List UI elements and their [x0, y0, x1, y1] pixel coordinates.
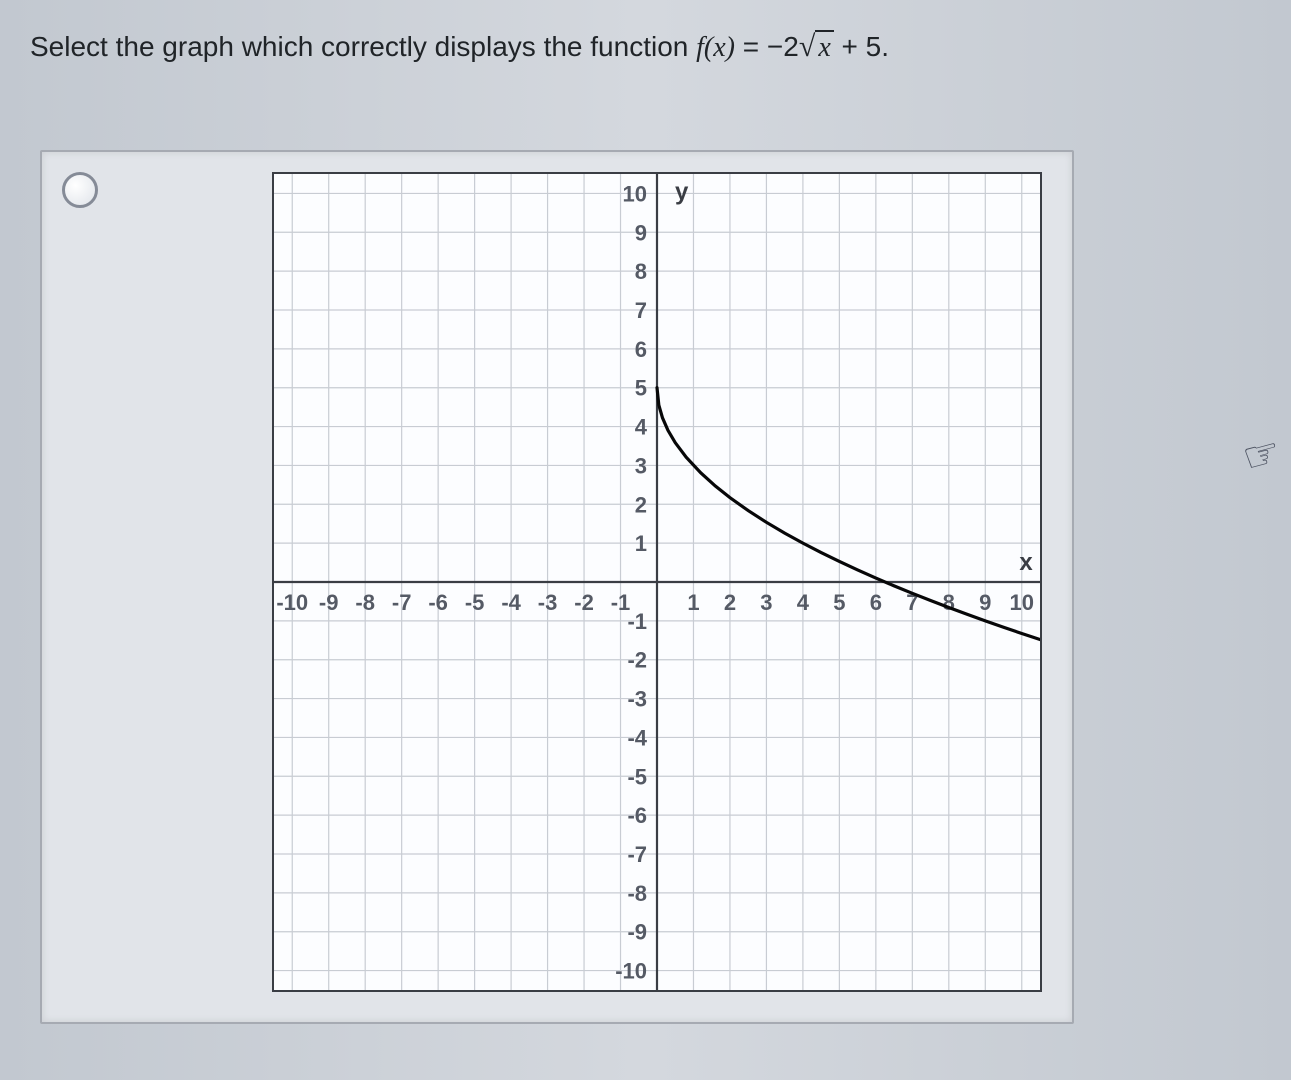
svg-text:1: 1 [635, 531, 647, 556]
svg-text:6: 6 [635, 337, 647, 362]
svg-text:-8: -8 [627, 881, 647, 906]
svg-text:8: 8 [943, 590, 955, 615]
graph-panel: -10-9-8-7-6-5-4-3-2-11234567891010987654… [272, 172, 1042, 992]
hand-cursor-icon: ☞ [1238, 426, 1287, 483]
svg-text:4: 4 [797, 590, 810, 615]
svg-text:-4: -4 [627, 725, 647, 750]
svg-text:1: 1 [687, 590, 699, 615]
svg-text:-6: -6 [428, 590, 448, 615]
svg-text:-5: -5 [627, 764, 647, 789]
svg-text:10: 10 [623, 181, 647, 206]
question-fx: f(x) [696, 32, 735, 63]
question-prefix: Select the graph which correctly display… [30, 31, 696, 62]
svg-text:3: 3 [760, 590, 772, 615]
answer-option[interactable]: -10-9-8-7-6-5-4-3-2-11234567891010987654… [40, 150, 1074, 1024]
svg-text:10: 10 [1010, 590, 1034, 615]
svg-text:2: 2 [635, 492, 647, 517]
svg-text:7: 7 [635, 298, 647, 323]
svg-text:5: 5 [833, 590, 845, 615]
svg-text:-3: -3 [627, 687, 647, 712]
question-eq: = [743, 31, 767, 62]
svg-text:2: 2 [724, 590, 736, 615]
svg-text:5: 5 [635, 376, 647, 401]
svg-text:-2: -2 [574, 590, 594, 615]
svg-text:-10: -10 [615, 959, 647, 984]
function-graph: -10-9-8-7-6-5-4-3-2-11234567891010987654… [274, 174, 1040, 990]
svg-text:-6: -6 [627, 803, 647, 828]
svg-text:-9: -9 [627, 920, 647, 945]
question-coef: −2 [767, 31, 799, 62]
svg-text:-9: -9 [319, 590, 339, 615]
svg-text:3: 3 [635, 453, 647, 478]
radical-icon: √x [799, 30, 834, 64]
svg-text:y: y [675, 178, 689, 205]
radio-button[interactable] [62, 172, 98, 208]
question-text: Select the graph which correctly display… [30, 30, 889, 64]
svg-text:-1: -1 [627, 609, 647, 634]
svg-text:4: 4 [635, 415, 648, 440]
svg-text:-2: -2 [627, 648, 647, 673]
svg-text:-3: -3 [538, 590, 558, 615]
svg-text:-7: -7 [392, 590, 412, 615]
svg-text:-10: -10 [276, 590, 308, 615]
svg-text:-7: -7 [627, 842, 647, 867]
svg-text:8: 8 [635, 259, 647, 284]
svg-text:9: 9 [635, 220, 647, 245]
svg-text:6: 6 [870, 590, 882, 615]
svg-text:x: x [1019, 549, 1033, 576]
svg-text:-4: -4 [501, 590, 521, 615]
question-plus5: + 5 [834, 31, 881, 62]
svg-text:9: 9 [979, 590, 991, 615]
svg-text:-5: -5 [465, 590, 485, 615]
svg-text:-8: -8 [355, 590, 375, 615]
question-period: . [881, 31, 889, 62]
radicand: x [815, 30, 833, 63]
